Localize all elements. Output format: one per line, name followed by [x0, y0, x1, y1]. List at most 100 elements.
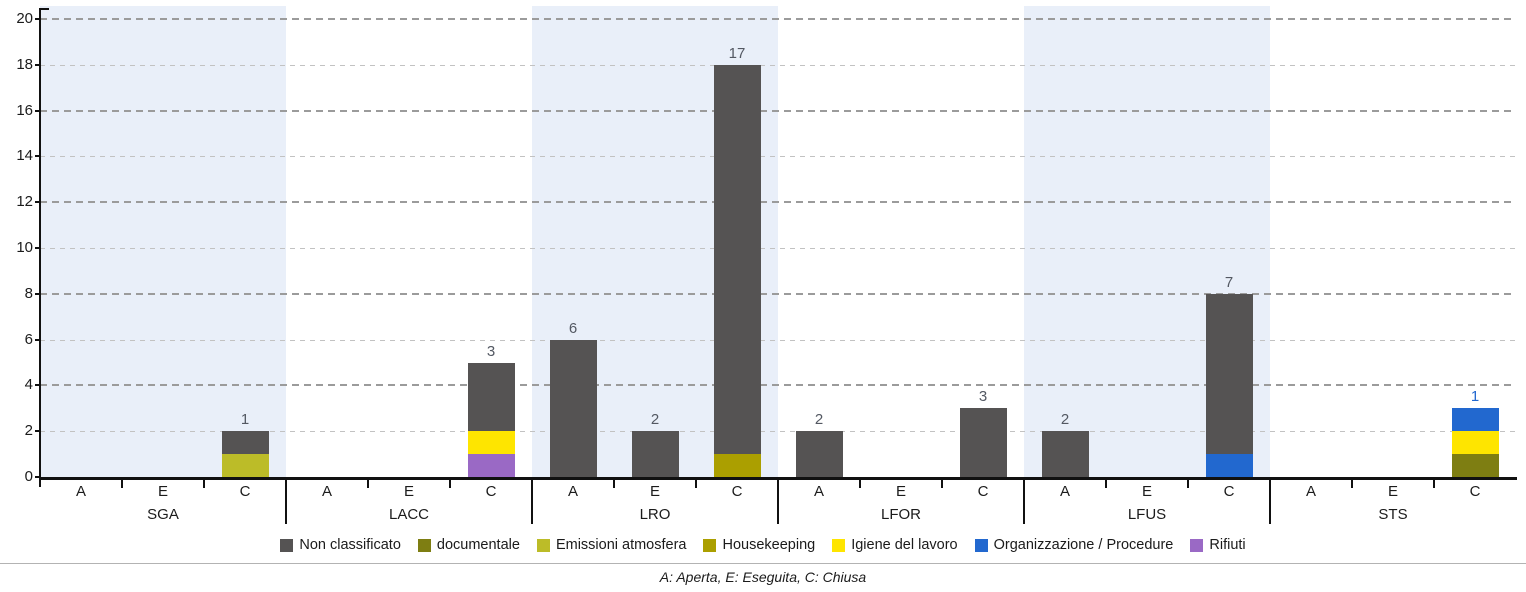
- slot-label: C: [1223, 483, 1235, 500]
- y-axis-tick-label: 0: [24, 468, 33, 485]
- bar-value-label: 2: [814, 411, 824, 429]
- bar-segment[interactable]: [959, 408, 1007, 477]
- bar-segment[interactable]: [467, 454, 515, 477]
- bar-segment[interactable]: [1205, 293, 1253, 455]
- y-axis-tick: [35, 63, 40, 66]
- gridline: [40, 156, 1516, 158]
- y-axis-tick: [35, 338, 40, 341]
- group-separator: [1269, 478, 1271, 524]
- x-axis-tick: [449, 480, 451, 488]
- group-label: LFOR: [880, 506, 921, 523]
- legend-label: Rifiuti: [1209, 537, 1246, 553]
- legend-label: Igiene del lavoro: [851, 537, 958, 553]
- bar-value-label: 1: [240, 411, 250, 429]
- legend-label: documentale: [436, 537, 520, 553]
- group-highlight-band: [40, 6, 286, 477]
- legend: Non classificato documentale Emissioni atm…: [0, 537, 1526, 553]
- y-axis-tick: [35, 384, 40, 387]
- y-axis-top-cap: [39, 8, 49, 10]
- group-separator: [1023, 478, 1025, 524]
- bar-segment[interactable]: [1451, 431, 1499, 455]
- slot-label: E: [1141, 483, 1152, 500]
- slot-label: C: [485, 483, 497, 500]
- legend-swatch-icon: [703, 538, 717, 552]
- group-label: SGA: [147, 506, 179, 523]
- axis-abbreviation-note: A: Aperta, E: Eseguita, C: Chiusa: [659, 569, 867, 585]
- slot-label: C: [1469, 483, 1481, 500]
- slot-label: E: [157, 483, 168, 500]
- legend-label: Organizzazione / Procedure: [993, 537, 1174, 553]
- group-label: LACC: [388, 506, 429, 523]
- legend-label: Emissioni atmosfera: [555, 537, 687, 553]
- slot-label: C: [239, 483, 251, 500]
- y-axis-tick-label: 10: [16, 239, 33, 256]
- gridline: [40, 292, 1516, 295]
- bar-segment[interactable]: [795, 431, 843, 477]
- y-axis-tick: [35, 201, 40, 204]
- legend-item[interactable]: Rifiuti: [1190, 537, 1246, 553]
- legend-item[interactable]: Non classificato: [280, 537, 401, 553]
- bar-value-label: 2: [650, 411, 660, 429]
- y-axis-tick-label: 18: [16, 55, 33, 73]
- y-axis-tick: [35, 155, 40, 158]
- x-axis-tick: [203, 480, 205, 488]
- bar-segment[interactable]: [549, 339, 597, 477]
- bar-segment[interactable]: [713, 64, 761, 455]
- x-axis-tick: [1105, 480, 1107, 488]
- legend-item[interactable]: Igiene del lavoro: [832, 537, 958, 553]
- bar-segment[interactable]: [631, 431, 679, 477]
- bar-value-label: 7: [1224, 273, 1234, 291]
- y-axis-tick-label: 8: [24, 284, 33, 302]
- x-axis-tick: [1351, 480, 1353, 488]
- slot-label: C: [977, 483, 989, 500]
- legend-label: Housekeeping: [722, 537, 816, 553]
- bar-segment[interactable]: [713, 454, 761, 477]
- slot-label: A: [1305, 483, 1316, 500]
- x-axis-line: [39, 477, 1517, 480]
- bar-segment[interactable]: [221, 454, 269, 477]
- x-axis-tick: [613, 480, 615, 488]
- group-label: STS: [1378, 506, 1408, 523]
- gridline: [40, 201, 1516, 204]
- bar-segment[interactable]: [467, 362, 515, 432]
- slot-label: A: [321, 483, 332, 500]
- slot-label: E: [1387, 483, 1398, 500]
- legend-swatch-icon: [1190, 538, 1204, 552]
- x-axis-tick: [121, 480, 123, 488]
- y-axis-tick: [35, 430, 40, 433]
- bar-segment[interactable]: [1041, 431, 1089, 477]
- legend-item[interactable]: Housekeeping: [703, 537, 815, 553]
- bar-value-label: 2: [1060, 411, 1070, 429]
- bar-value-label: 1: [1470, 388, 1480, 406]
- legend-item[interactable]: Emissioni atmosfera: [536, 537, 687, 553]
- bar-value-label: 3: [978, 388, 988, 406]
- slot-label: A: [813, 483, 824, 500]
- x-axis-tick: [367, 480, 369, 488]
- x-axis-tick: [941, 480, 943, 488]
- y-axis-line: [39, 8, 41, 487]
- bar-value-label: 6: [568, 319, 578, 337]
- bar-segment[interactable]: [1451, 408, 1499, 432]
- y-axis-tick-label: 2: [24, 422, 33, 440]
- gridline: [40, 64, 1516, 66]
- slot-label: A: [75, 483, 86, 500]
- slot-label: A: [567, 483, 578, 500]
- y-axis-tick-label: 16: [16, 101, 33, 119]
- gridline: [40, 109, 1516, 112]
- bar-segment[interactable]: [467, 431, 515, 455]
- y-axis-tick-label: 20: [16, 10, 33, 27]
- y-axis-tick: [35, 476, 40, 478]
- y-axis-tick-label: 14: [16, 147, 33, 165]
- legend-item[interactable]: Organizzazione / Procedure: [974, 537, 1174, 553]
- x-axis-tick: [1187, 480, 1189, 488]
- slot-label: E: [649, 483, 660, 500]
- legend-swatch-icon: [536, 538, 550, 552]
- bar-segment[interactable]: [1205, 454, 1253, 477]
- legend-item[interactable]: documentale: [417, 537, 520, 553]
- legend-swatch-icon: [974, 538, 988, 552]
- bar-segment[interactable]: [221, 431, 269, 455]
- slot-label: E: [403, 483, 414, 500]
- group-separator: [531, 478, 533, 524]
- bar-segment[interactable]: [1451, 454, 1499, 477]
